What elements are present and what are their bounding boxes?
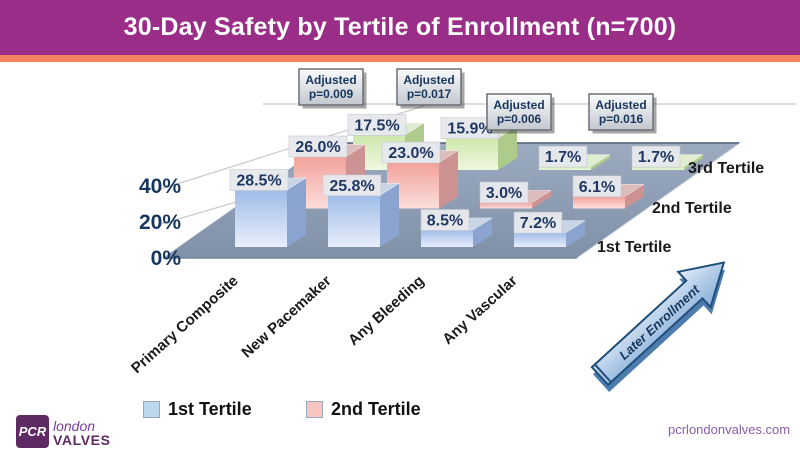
- accent-bar: [0, 55, 800, 62]
- value-label-box: [513, 211, 563, 234]
- category-label-any-vascular: Any Vascular: [439, 272, 521, 348]
- pvalue-line1: Adjusted: [403, 73, 454, 87]
- pvalue-box-frame: [396, 68, 462, 106]
- arrow-body: [590, 261, 726, 387]
- bar-front-face: [328, 195, 380, 247]
- value-label-text: 1.7%: [638, 149, 674, 166]
- arrow-tail-stripe: [594, 363, 612, 383]
- value-label-1.7%: 1.7%: [631, 145, 681, 168]
- value-label-box: [538, 145, 588, 168]
- value-label-23.0%: 23.0%: [381, 141, 441, 164]
- pvalue-line1: Adjusted: [493, 98, 544, 112]
- row-label-1st-tertile: 1st Tertile: [597, 239, 672, 256]
- value-label-17.5%: 17.5%: [347, 114, 407, 136]
- bar-front-face: [235, 190, 287, 247]
- bar-side-face: [566, 220, 585, 247]
- safety-bar-chart: 17.5% 15.9% 1.7% 1.7% 26.0% 23.0% 3.0% 6.1% 28.5…: [128, 68, 796, 392]
- slide-header: 30-Day Safety by Tertile of Enrollment (…: [0, 0, 800, 55]
- bar-side-face: [473, 218, 492, 247]
- pvalue-line2: p=0.006: [497, 112, 542, 126]
- bar-front-face: [573, 196, 625, 209]
- pvalue-line2: p=0.016: [599, 112, 644, 126]
- bar-side-face: [532, 190, 551, 209]
- pvalue-box-frame: [298, 68, 364, 106]
- y-tick-label-0%: 0%: [151, 247, 182, 270]
- pcr-logo-box: PCR: [16, 415, 49, 448]
- value-label-1.7%: 1.7%: [538, 145, 588, 168]
- pvalue-line2: p=0.009: [309, 87, 354, 101]
- category-label-any-bleeding: Any Bleeding: [345, 272, 428, 349]
- value-label-text: 25.8%: [329, 178, 374, 195]
- bar-front-face: [480, 202, 532, 209]
- value-label-text: 7.2%: [520, 215, 556, 232]
- logo-text-valves: VALVES: [53, 432, 111, 448]
- category-label-primary-composite: Primary Composite: [128, 272, 242, 377]
- value-label-box: [572, 175, 622, 198]
- value-label-7.2%: 7.2%: [513, 211, 563, 234]
- value-label-text: 15.9%: [447, 121, 492, 138]
- value-label-25.8%: 25.8%: [322, 174, 382, 197]
- bar-side-face: [591, 154, 610, 170]
- value-label-text: 6.1%: [579, 179, 615, 196]
- value-label-box: [420, 209, 470, 231]
- value-label-box: [631, 145, 681, 168]
- pvalue-line1: Adjusted: [595, 98, 646, 112]
- value-label-15.9%: 15.9%: [440, 117, 500, 139]
- slide-title: 30-Day Safety by Tertile of Enrollment (…: [123, 13, 677, 41]
- bar-side-face: [287, 178, 306, 247]
- value-label-text: 28.5%: [236, 173, 281, 190]
- logo-text-london: london: [53, 418, 96, 434]
- value-label-box: [288, 135, 348, 158]
- value-label-text: 23.0%: [388, 145, 433, 162]
- value-label-text: 26.0%: [295, 139, 340, 156]
- value-label-box: [347, 114, 407, 136]
- row-label-3rd-tertile: 3rd Tertile: [688, 160, 764, 177]
- bar-front-face: [421, 230, 473, 247]
- bar-side-face: [498, 126, 517, 170]
- floor-right-edge: [576, 142, 741, 259]
- value-label-8.5%: 8.5%: [420, 209, 470, 231]
- row-label-2nd-tertile: 2nd Tertile: [652, 200, 732, 217]
- arrow-label: Later Enrollment: [616, 281, 703, 362]
- value-label-26.0%: 26.0%: [288, 135, 348, 158]
- value-label-text: 17.5%: [354, 118, 399, 135]
- value-label-box: [322, 174, 382, 197]
- value-label-box: [381, 141, 441, 164]
- pvalue-line2: p=0.017: [407, 87, 452, 101]
- y-tick-label-20%: 20%: [139, 211, 181, 234]
- pvalue-box-frame: [486, 93, 552, 131]
- bar-front-face: [632, 166, 684, 170]
- bar-side-face: [439, 150, 458, 209]
- y-tick-label-40%: 40%: [139, 175, 181, 198]
- value-label-6.1%: 6.1%: [572, 175, 622, 198]
- pvalue-box-frame: [588, 93, 654, 131]
- category-label-new-pacemaker: New Pacemaker: [238, 272, 334, 361]
- bar-side-face: [625, 184, 644, 209]
- enrollment-arrow: Later Enrollment: [590, 261, 726, 392]
- value-label-text: 3.0%: [486, 185, 522, 202]
- value-label-box: [479, 181, 529, 204]
- bar-front-face: [539, 166, 591, 170]
- pvalue-line1: Adjusted: [305, 73, 356, 87]
- bar-side-face: [380, 183, 399, 247]
- website-url: pcrlondonvalves.com: [668, 422, 791, 437]
- bar-side-face: [684, 154, 703, 170]
- value-label-3.0%: 3.0%: [479, 181, 529, 204]
- bar-front-face: [514, 232, 566, 247]
- pcr-logo-text: london VALVES: [53, 419, 111, 448]
- pcr-logo: PCR london VALVES: [16, 415, 111, 448]
- value-label-box: [229, 169, 289, 191]
- value-label-text: 1.7%: [545, 149, 581, 166]
- value-label-text: 8.5%: [427, 213, 463, 230]
- value-label-28.5%: 28.5%: [229, 169, 289, 191]
